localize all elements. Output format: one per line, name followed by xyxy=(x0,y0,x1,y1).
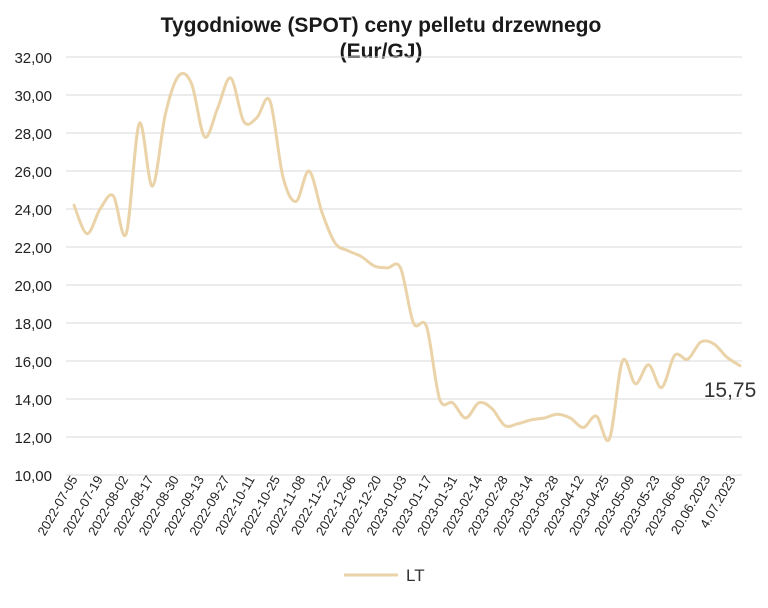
chart-title: Tygodniowe (SPOT) ceny pelletu drzewnego xyxy=(160,14,602,37)
y-tick-label: 16,00 xyxy=(14,354,52,371)
y-tick-label: 10,00 xyxy=(14,468,52,485)
y-tick-label: 30,00 xyxy=(14,88,52,105)
y-tick-label: 18,00 xyxy=(14,316,52,333)
y-tick-label: 12,00 xyxy=(14,430,52,447)
legend-label: LT xyxy=(406,566,425,585)
y-tick-label: 28,00 xyxy=(14,126,52,143)
y-tick-label: 20,00 xyxy=(14,278,52,295)
y-tick-label: 22,00 xyxy=(14,240,52,257)
end-value-label: 15,75 xyxy=(704,379,757,402)
y-tick-label: 32,00 xyxy=(14,50,52,67)
y-tick-label: 14,00 xyxy=(14,392,52,409)
y-tick-label: 24,00 xyxy=(14,202,52,219)
series-line-lt xyxy=(72,72,742,443)
y-tick-label: 26,00 xyxy=(14,164,52,181)
